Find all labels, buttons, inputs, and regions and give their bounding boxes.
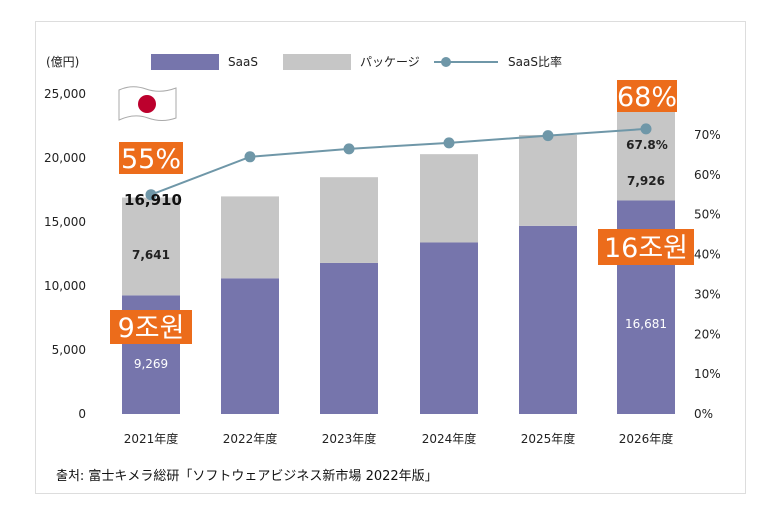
legend-swatch-saas — [151, 54, 219, 70]
axis-ticks: 25,000 20,000 15,000 10,000 5,000 0 70% 60% 50% 4… — [44, 87, 721, 446]
legend: (億円) SaaS パッケージ SaaS比率 — [46, 54, 562, 70]
first-saas-label: 9,269 — [134, 357, 168, 371]
x-tick-label: 2021年度 — [124, 431, 179, 446]
ratio-point — [640, 123, 652, 135]
ratio-line — [150, 127, 647, 196]
chart: (億円) SaaS パッケージ SaaS比率 25,000 20,000 15,00… — [44, 54, 721, 484]
highlight-last-ratio: 68% — [617, 80, 677, 113]
ratio-point — [244, 151, 256, 163]
x-tick-label: 2022年度 — [223, 431, 278, 446]
y-left-tick: 25,000 — [44, 87, 86, 101]
legend-swatch-package — [283, 54, 351, 70]
legend-label-ratio: SaaS比率 — [508, 54, 562, 69]
y-left-tick: 10,000 — [44, 279, 86, 293]
bar-package-6 — [617, 99, 675, 201]
bar-package-3 — [320, 177, 378, 263]
last-package-label: 7,926 — [627, 174, 665, 188]
highlight-last-saas: 16조원 — [598, 229, 694, 265]
y-right-tick: 40% — [694, 248, 721, 262]
ratio-point — [145, 189, 157, 201]
ratio-point — [443, 137, 455, 149]
legend-label-package: パッケージ — [360, 55, 420, 69]
ratio-point — [343, 143, 355, 155]
y-right-tick: 0% — [694, 407, 713, 421]
y-left-tick: 15,000 — [44, 215, 86, 229]
legend-dot-ratio — [441, 57, 451, 67]
last-saas-label: 16,681 — [625, 317, 667, 331]
bar-package-4 — [420, 154, 478, 243]
legend-label-saas: SaaS — [228, 55, 258, 69]
y-left-tick: 20,000 — [44, 151, 86, 165]
y-right-tick: 30% — [694, 287, 721, 301]
highlight-last-saas-text: 16조원 — [604, 233, 688, 264]
x-tick-label: 2023年度 — [322, 431, 377, 446]
y-right-tick: 70% — [694, 128, 721, 142]
ratio-line-layer — [145, 123, 652, 201]
bar-package-2 — [221, 196, 279, 279]
chart-frame: (億円) SaaS パッケージ SaaS比率 25,000 20,000 15,00… — [35, 21, 746, 494]
bar-saas-3 — [320, 262, 378, 414]
highlight-last-ratio-text: 68% — [617, 82, 677, 113]
source-note: 출처: 富士キメラ総研「ソフトウェアビジネス新市場 2022年版」 — [56, 468, 438, 484]
y-unit-label: (億円) — [46, 55, 79, 69]
first-package-label: 7,641 — [132, 248, 170, 262]
ratio-point — [542, 130, 554, 142]
highlight-first-saas: 9조원 — [110, 310, 192, 344]
bar-package-1 — [122, 197, 180, 296]
x-tick-label: 2024年度 — [422, 431, 477, 446]
x-tick-label: 2025年度 — [521, 431, 576, 446]
bar-saas-4 — [420, 242, 478, 414]
highlight-first-ratio-text: 55% — [121, 144, 181, 175]
japan-flag-icon — [118, 86, 177, 121]
last-ratio-label: 67.8% — [626, 138, 668, 152]
y-left-tick: 0 — [78, 407, 86, 421]
bar-saas-2 — [221, 278, 279, 414]
y-right-tick: 20% — [694, 327, 721, 341]
x-tick-label: 2026年度 — [619, 431, 674, 446]
y-right-tick: 60% — [694, 168, 721, 182]
highlight-first-saas-text: 9조원 — [118, 313, 185, 344]
first-total-label: 16,910 — [124, 191, 182, 209]
bars-layer — [122, 99, 675, 414]
bar-saas-5 — [519, 225, 577, 414]
bar-package-5 — [519, 134, 577, 226]
highlight-first-ratio: 55% — [119, 142, 183, 175]
y-right-tick: 10% — [694, 367, 721, 381]
y-right-tick: 50% — [694, 208, 721, 222]
y-left-tick: 5,000 — [52, 343, 86, 357]
